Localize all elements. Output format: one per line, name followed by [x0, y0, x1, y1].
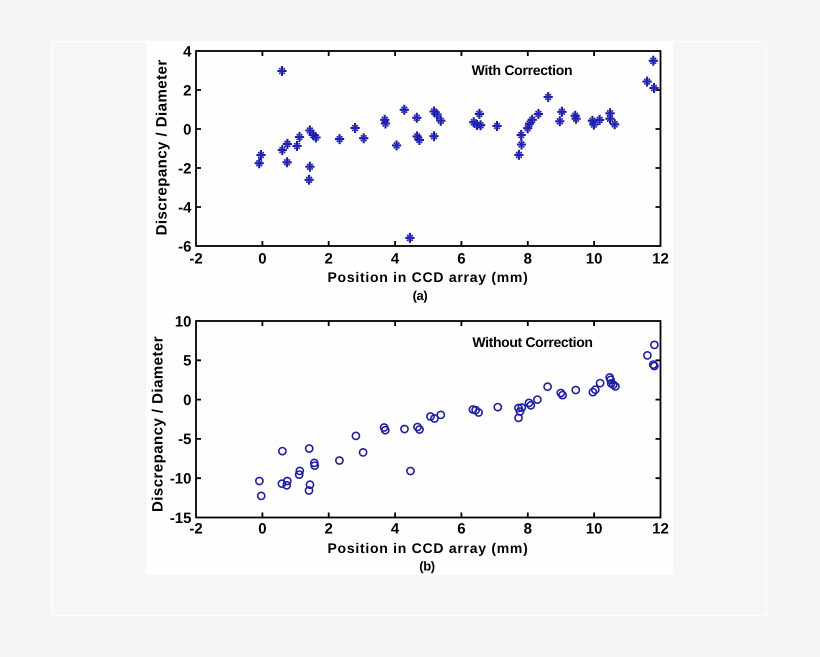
svg-text:6: 6	[457, 251, 465, 268]
svg-text:12: 12	[652, 521, 669, 538]
svg-text:-5: -5	[178, 431, 191, 448]
svg-text:-15: -15	[170, 510, 192, 527]
svg-text:10: 10	[586, 251, 603, 268]
svg-text:Position in CCD array (mm): Position in CCD array (mm)	[327, 540, 528, 556]
svg-text:Position in CCD array (mm): Position in CCD array (mm)	[327, 269, 528, 285]
svg-text:Without Correction: Without Correction	[472, 334, 592, 350]
svg-text:-2: -2	[189, 251, 202, 268]
svg-text:6: 6	[457, 521, 465, 538]
svg-text:4: 4	[183, 43, 192, 60]
svg-text:-2: -2	[189, 521, 202, 538]
svg-text:10: 10	[586, 521, 603, 538]
svg-text:2: 2	[325, 251, 333, 268]
svg-text:-2: -2	[178, 160, 191, 177]
svg-text:With Correction: With Correction	[472, 62, 573, 78]
svg-text:(a): (a)	[413, 288, 428, 303]
svg-text:8: 8	[524, 521, 532, 538]
svg-text:0: 0	[183, 121, 191, 138]
svg-text:2: 2	[183, 82, 191, 99]
svg-text:4: 4	[391, 521, 400, 538]
svg-text:12: 12	[652, 251, 669, 268]
svg-text:0: 0	[258, 521, 266, 538]
svg-text:-4: -4	[178, 199, 192, 216]
svg-text:0: 0	[183, 392, 191, 409]
svg-text:0: 0	[258, 251, 266, 268]
svg-text:(b): (b)	[419, 559, 435, 574]
svg-text:-10: -10	[170, 471, 192, 488]
svg-text:8: 8	[524, 251, 532, 268]
svg-text:Discrepancy / Diameter: Discrepancy / Diameter	[154, 59, 171, 235]
svg-text:5: 5	[183, 353, 191, 370]
svg-text:Discrepancy / Diameter: Discrepancy / Diameter	[149, 336, 166, 512]
svg-text:10: 10	[175, 313, 192, 330]
svg-text:2: 2	[325, 521, 333, 538]
svg-text:-6: -6	[178, 238, 191, 255]
svg-text:4: 4	[391, 251, 400, 268]
